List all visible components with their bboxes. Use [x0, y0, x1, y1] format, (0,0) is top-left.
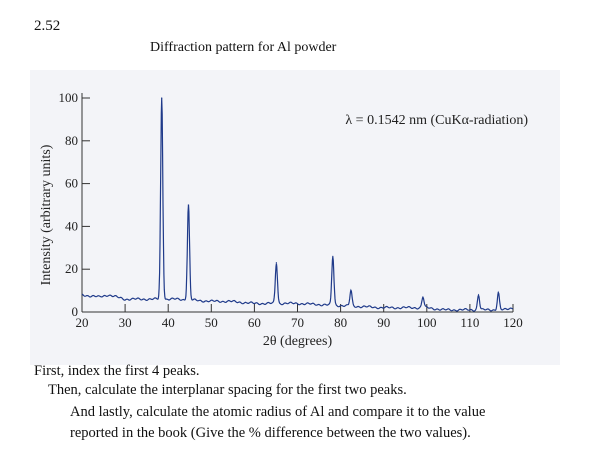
wavelength-annotation: λ = 0.1542 nm (CuKα-radiation) — [345, 113, 528, 128]
x-tick-label: 100 — [417, 315, 437, 330]
x-tick-label: 60 — [248, 315, 261, 330]
question-1: First, index the first 4 peaks. — [34, 363, 200, 379]
diffraction-line — [81, 97, 514, 312]
x-tick-label: 90 — [377, 315, 390, 330]
peak-point — [497, 292, 499, 294]
y-tick-label: 80 — [65, 133, 78, 148]
peak-point — [422, 296, 424, 298]
y-tick-label: 20 — [65, 261, 78, 276]
chart-background — [30, 70, 560, 365]
y-tick-label: 100 — [59, 90, 79, 105]
x-tick-label: 120 — [503, 315, 523, 330]
y-axis-label: Intensity (arbitrary units) — [39, 144, 54, 285]
peak-point — [350, 290, 352, 292]
peak-point — [332, 255, 334, 257]
y-tick-label: 40 — [65, 218, 78, 233]
peak-point — [477, 294, 480, 296]
y-tick-label: 0 — [72, 304, 79, 319]
x-tick-label: 20 — [76, 315, 89, 330]
chart-title: Diffraction pattern for Al powder — [150, 40, 337, 55]
y-tick-label: 60 — [65, 176, 78, 191]
question-4: reported in the book (Give the % differe… — [70, 425, 471, 441]
x-tick-label: 70 — [291, 315, 304, 330]
peak-point — [187, 204, 190, 206]
x-tick-label: 30 — [119, 315, 132, 330]
x-tick-label: 40 — [162, 315, 175, 330]
peak-point — [275, 262, 277, 264]
x-tick-label: 110 — [460, 315, 479, 330]
question-3: And lastly, calculate the atomic radius … — [70, 404, 486, 420]
x-tick-label: 80 — [334, 315, 347, 330]
peak-point — [161, 97, 163, 99]
problem-number: 2.52 — [34, 18, 61, 34]
x-axis-label: 2θ (degrees) — [263, 334, 333, 349]
x-tick-label: 50 — [205, 315, 218, 330]
question-2: Then, calculate the interplanar spacing … — [48, 382, 407, 398]
diffraction-chart: 20 30 40 50 60 70 80 90 100 110 1200204060801002θ … — [39, 90, 528, 349]
